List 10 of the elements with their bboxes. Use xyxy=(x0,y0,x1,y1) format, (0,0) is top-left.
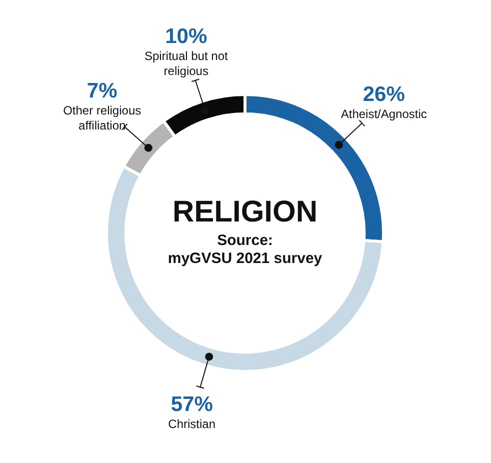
data-label: 26% xyxy=(362,82,406,106)
slice-label: Other religious affiliation xyxy=(63,104,142,133)
slice-label: Atheist/Agnostic xyxy=(340,106,427,121)
text: Source: myGVSU 2021 survey xyxy=(168,232,323,268)
slice-label: Spiritual but not religious xyxy=(144,49,228,78)
data-label: 7% xyxy=(86,80,118,103)
data-label: 10% xyxy=(165,25,208,48)
data-label: 57% xyxy=(170,392,214,416)
text: RELIGION xyxy=(172,195,318,228)
slice-label: Christian xyxy=(168,416,216,431)
